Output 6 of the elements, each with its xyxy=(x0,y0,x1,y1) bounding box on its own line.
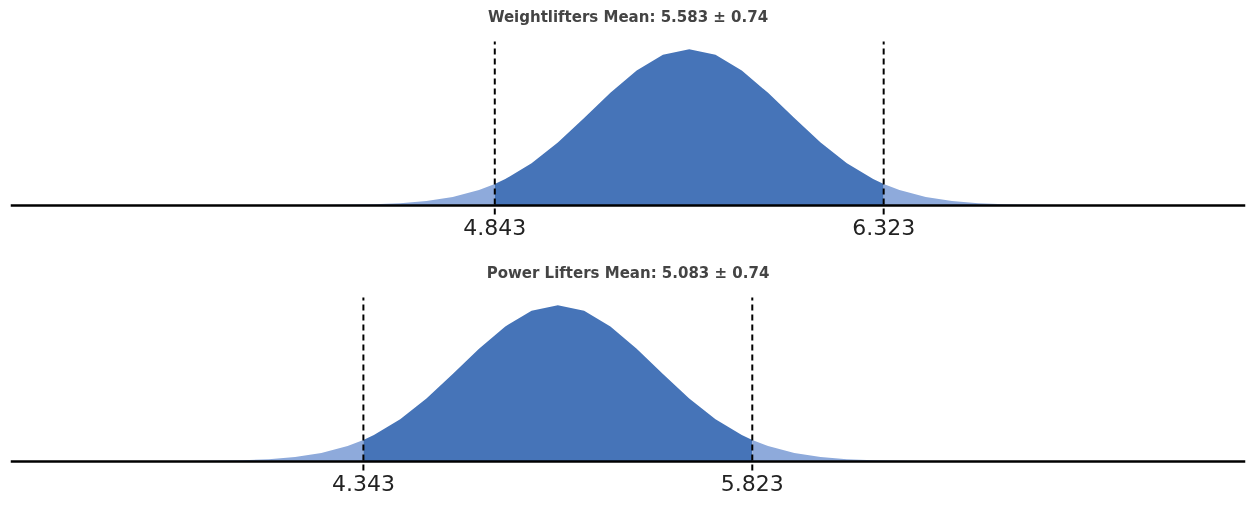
chart-title: Weightlifters Mean: 5.583 ± 0.74 xyxy=(487,7,769,26)
x-tick-label: 6.323 xyxy=(852,215,916,241)
chart-title: Power Lifters Mean: 5.083 ± 0.74 xyxy=(486,263,770,282)
x-tick-label: 4.843 xyxy=(463,215,527,241)
x-tick-label: 4.343 xyxy=(331,471,395,497)
x-tick-label: 5.823 xyxy=(720,471,784,497)
